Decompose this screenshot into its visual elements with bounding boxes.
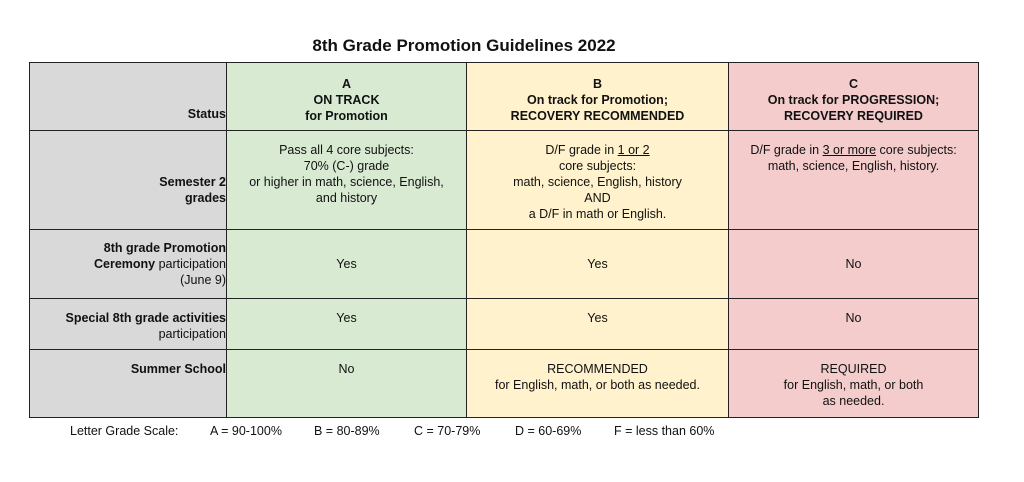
ceremony-label-bold: Ceremony	[93, 257, 156, 271]
ceremony-label-line1: 8th grade Promotion	[103, 241, 226, 255]
semester-label-line1: Semester 2	[159, 175, 226, 189]
semester-a-line4: and history	[315, 191, 378, 205]
grade-scale-a: A = 90-100%	[210, 424, 282, 438]
semester-c-cell: D/F grade in 3 or more core subjects: ma…	[728, 130, 979, 230]
activities-b-value: Yes	[587, 311, 608, 325]
page-title: 8th Grade Promotion Guidelines 2022	[312, 36, 616, 55]
grade-scale-label: Letter Grade Scale:	[70, 424, 179, 438]
ceremony-b-cell: Yes	[466, 229, 729, 299]
summer-school-label-cell: Summer School	[29, 349, 227, 418]
summer-school-row: Summer School No RECOMMENDED for English…	[29, 349, 979, 418]
column-c-header: C On track for PROGRESSION; RECOVERY REQ…	[728, 62, 979, 131]
semester-a-line1: Pass all 4 core subjects:	[279, 143, 414, 157]
semester-b-line1-text: D/F grade in	[545, 143, 618, 157]
column-a-header: A ON TRACK for Promotion	[226, 62, 467, 131]
column-a-title: ON TRACK	[313, 93, 380, 107]
grade-scale-c: C = 70-79%	[414, 424, 481, 438]
summer-c-line3: as needed.	[822, 394, 885, 408]
promotion-guidelines-table: Status A ON TRACK for Promotion B On tra…	[29, 62, 979, 418]
activities-c-value: No	[845, 311, 862, 325]
header-row: Status A ON TRACK for Promotion B On tra…	[29, 62, 979, 131]
column-b-subtitle: RECOVERY RECOMMENDED	[510, 109, 685, 123]
semester-c-line1-pre: D/F grade in	[750, 143, 823, 157]
activities-b-cell: Yes	[466, 298, 729, 350]
summer-a-value: No	[338, 362, 355, 376]
summer-b-line1: RECOMMENDED	[547, 362, 648, 376]
status-header: Status	[187, 107, 226, 121]
column-b-header: B On track for Promotion; RECOVERY RECOM…	[466, 62, 729, 131]
column-c-letter: C	[848, 77, 859, 91]
ceremony-label-line2: Ceremony participation	[30, 256, 226, 272]
summer-school-label: Summer School	[130, 362, 226, 376]
column-c-subtitle: RECOVERY REQUIRED	[784, 109, 923, 123]
summer-b-line2: for English, math, or both as needed.	[495, 378, 700, 392]
grade-scale-d: D = 60-69%	[515, 424, 582, 438]
semester-grades-label: Semester 2 grades	[29, 130, 227, 230]
ceremony-row: 8th grade Promotion Ceremony participati…	[29, 229, 979, 299]
summer-c-cell: REQUIRED for English, math, or both as n…	[728, 349, 979, 418]
semester-c-underlined: 3 or more	[822, 143, 877, 157]
semester-a-line3: or higher in math, science, English,	[249, 175, 444, 189]
activities-label-line1: Special 8th grade activities	[65, 311, 227, 325]
grade-scale-b: B = 80-89%	[314, 424, 380, 438]
semester-b-line1: D/F grade in 1 or 2	[467, 142, 728, 158]
semester-c-line2: math, science, English, history.	[767, 159, 940, 173]
activities-label-line2: participation	[158, 327, 226, 341]
activities-a-cell: Yes	[226, 298, 467, 350]
summer-b-cell: RECOMMENDED for English, math, or both a…	[466, 349, 729, 418]
semester-label-line2: grades	[185, 191, 226, 205]
semester-b-underlined: 1 or 2	[617, 143, 650, 157]
semester-c-line1-post: core subjects:	[876, 143, 957, 157]
ceremony-label-rest: participation	[155, 257, 226, 271]
status-header-cell: Status	[29, 62, 227, 131]
activities-c-cell: No	[728, 298, 979, 350]
semester-grades-row: Semester 2 grades Pass all 4 core subjec…	[29, 130, 979, 230]
column-a-letter: A	[341, 77, 352, 91]
column-b-title: On track for Promotion;	[527, 93, 668, 107]
ceremony-a-value: Yes	[336, 257, 357, 271]
semester-b-line5: a D/F in math or English.	[528, 207, 667, 221]
ceremony-a-cell: Yes	[226, 229, 467, 299]
ceremony-label-date: (June 9)	[180, 273, 226, 287]
semester-b-line4: AND	[584, 191, 611, 205]
semester-b-cell: D/F grade in 1 or 2 core subjects: math,…	[466, 130, 729, 230]
ceremony-c-value: No	[845, 257, 862, 271]
summer-c-line1: REQUIRED	[820, 362, 887, 376]
semester-b-line3: math, science, English, history	[513, 175, 682, 189]
ceremony-b-value: Yes	[587, 257, 608, 271]
semester-b-line2: core subjects:	[558, 159, 637, 173]
ceremony-label: 8th grade Promotion Ceremony participati…	[29, 229, 227, 299]
letter-grade-scale: Letter Grade Scale: A = 90-100% B = 80-8…	[0, 423, 1024, 439]
semester-a-line2: 70% (C-) grade	[303, 159, 390, 173]
semester-c-line1: D/F grade in 3 or more core subjects:	[729, 142, 978, 158]
column-b-letter: B	[592, 77, 603, 91]
grade-scale-f: F = less than 60%	[614, 424, 715, 438]
semester-a-cell: Pass all 4 core subjects: 70% (C-) grade…	[226, 130, 467, 230]
column-a-subtitle: for Promotion	[305, 109, 388, 123]
activities-label: Special 8th grade activities participati…	[29, 298, 227, 350]
activities-a-value: Yes	[336, 311, 357, 325]
summer-a-cell: No	[226, 349, 467, 418]
summer-c-line2: for English, math, or both	[783, 378, 924, 392]
ceremony-c-cell: No	[728, 229, 979, 299]
activities-row: Special 8th grade activities participati…	[29, 298, 979, 350]
column-c-title: On track for PROGRESSION;	[767, 93, 940, 107]
